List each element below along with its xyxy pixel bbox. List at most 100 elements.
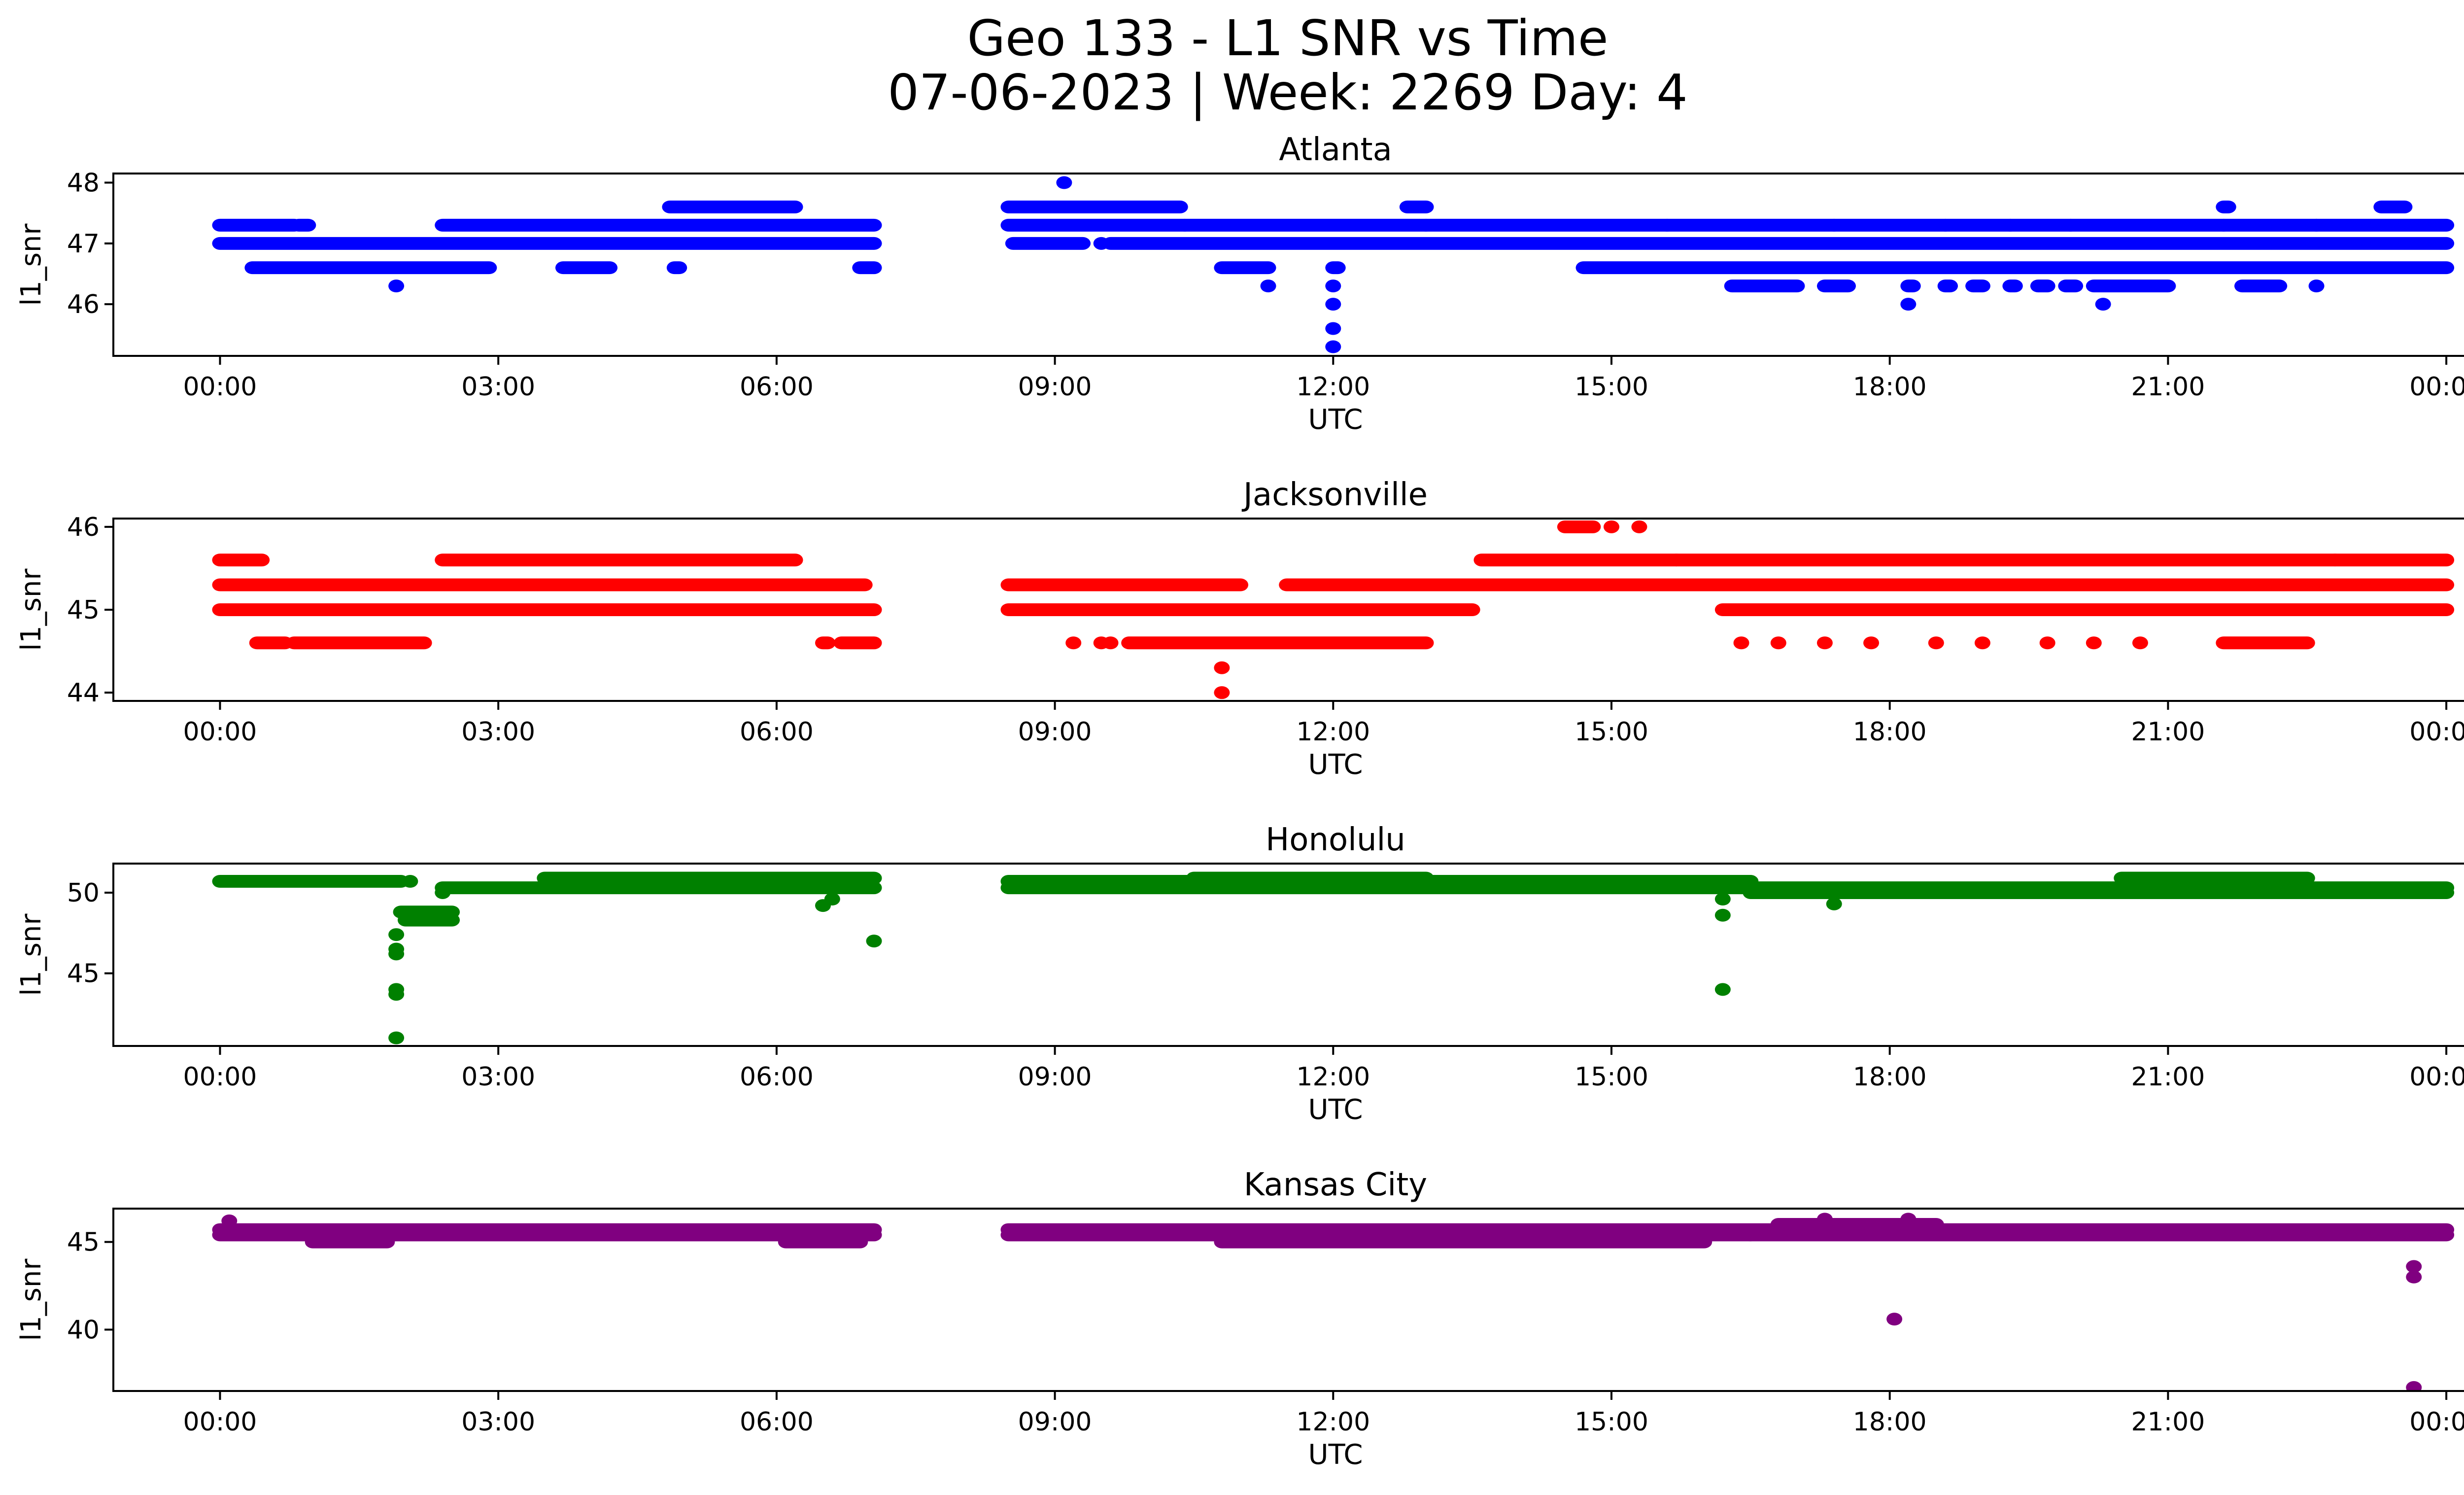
point-run [212, 554, 270, 567]
y-tick-label: 47 [67, 229, 100, 259]
x-tick-label: 03:00 [461, 717, 535, 747]
data-point [1733, 636, 1749, 650]
x-tick-label: 09:00 [1018, 717, 1092, 747]
point-run [1714, 603, 2455, 616]
point-run [1770, 1218, 1944, 1231]
point-run [286, 636, 432, 650]
data-point [1325, 340, 1341, 353]
panel-jacksonville: Jacksonville 44 45 46 00:00 03:00 06:00 09:00… [15, 477, 2464, 781]
axes-frame [112, 518, 2464, 702]
data-point [1770, 636, 1786, 650]
point-run [1177, 218, 1434, 232]
point-run [852, 261, 882, 275]
point-run [1418, 218, 1675, 232]
x-axis-ticks: 00:00 03:00 06:00 09:00 12:00 15:00 18:00 21:00… [183, 1391, 2464, 1437]
point-run [662, 200, 803, 213]
point-run [305, 1235, 395, 1249]
point-run [1000, 578, 1249, 591]
x-axis-label: UTC [1308, 404, 1363, 436]
x-tick-label: 12:00 [1296, 717, 1370, 747]
x-tick-label: 12:00 [1296, 372, 1370, 402]
data-point [2406, 1270, 2422, 1284]
x-tick-label: 18:00 [1853, 717, 1927, 747]
x-axis-label: UTC [1308, 749, 1363, 781]
data-point [221, 1214, 238, 1227]
data-point [1631, 520, 1647, 533]
point-run [1399, 200, 1434, 213]
data-point [2406, 1381, 2422, 1391]
y-axis-ticks: 46 47 48 [67, 169, 113, 319]
point-run [2002, 279, 2023, 293]
point-run [1724, 279, 1805, 293]
data-point [1928, 636, 1944, 650]
y-tick-label: 46 [67, 513, 100, 542]
point-run [1214, 261, 1276, 275]
data-point [388, 988, 405, 1001]
axes-frame [112, 1208, 2464, 1392]
x-axis-label: UTC [1308, 1094, 1363, 1126]
x-tick-label: 21:00 [2131, 1062, 2205, 1092]
x-tick-label: 21:00 [2131, 372, 2205, 402]
x-tick-label: 18:00 [1853, 372, 1927, 402]
data-point [1714, 908, 1731, 922]
point-run [537, 871, 882, 885]
point-run [249, 636, 293, 650]
point-run [666, 261, 687, 275]
point-run [393, 905, 460, 919]
data-point [388, 279, 405, 293]
point-run [1575, 261, 2455, 275]
data-point [1056, 176, 1072, 189]
point-run [1214, 1235, 1712, 1249]
x-tick-label: 00:00 [2409, 1407, 2464, 1437]
x-tick-label: 15:00 [1574, 1062, 1648, 1092]
x-tick-label: 09:00 [1018, 372, 1092, 402]
panel-kansas-city: Kansas City 40 45 00:00 03:00 06:00 09:00 12:… [15, 1167, 2464, 1471]
point-run [555, 261, 618, 275]
y-axis-ticks: 45 50 [67, 878, 113, 989]
y-tick-label: 50 [67, 878, 100, 908]
data-point [2039, 636, 2055, 650]
y-axis-ticks: 44 45 46 [67, 513, 113, 708]
y-tick-label: 44 [67, 678, 100, 708]
x-tick-label: 09:00 [1018, 1062, 1092, 1092]
x-tick-label: 06:00 [740, 1062, 814, 1092]
data-point [388, 928, 405, 941]
x-tick-label: 15:00 [1574, 1407, 1648, 1437]
data-point [388, 1031, 405, 1044]
point-run [1000, 603, 1480, 616]
data-point [1325, 322, 1341, 335]
y-tick-label: 40 [67, 1315, 100, 1345]
panel-title: Jacksonville [1241, 477, 1428, 513]
point-run [212, 237, 882, 250]
data-point [1714, 983, 1731, 996]
axes-frame [112, 173, 2464, 357]
x-tick-label: 18:00 [1853, 1062, 1927, 1092]
y-axis-label: l1_snr [15, 1258, 47, 1341]
panel-title: Honolulu [1266, 822, 1405, 858]
x-tick-label: 00:00 [183, 1407, 257, 1437]
point-run [2216, 200, 2236, 213]
data-point [1900, 298, 1916, 311]
y-tick-label: 46 [67, 290, 100, 319]
point-run [2058, 279, 2084, 293]
x-tick-label: 00:00 [183, 717, 257, 747]
y-tick-label: 45 [67, 1228, 100, 1257]
scatter-points [212, 1213, 2455, 1391]
panel-title: Atlanta [1279, 132, 1392, 168]
point-run [435, 881, 882, 895]
point-run [2234, 279, 2288, 293]
data-point [1974, 636, 1990, 650]
data-point [1093, 237, 1109, 250]
point-run [212, 578, 873, 591]
x-tick-label: 21:00 [2131, 717, 2205, 747]
x-tick-label: 15:00 [1574, 717, 1648, 747]
point-run [212, 875, 409, 888]
point-run [435, 218, 882, 232]
data-point [1816, 1213, 1833, 1226]
y-axis-ticks: 40 45 [67, 1228, 113, 1345]
x-tick-label: 00:00 [2409, 1062, 2464, 1092]
x-tick-label: 12:00 [1296, 1407, 1370, 1437]
point-run [833, 636, 882, 650]
panel-title: Kansas City [1244, 1167, 1427, 1203]
